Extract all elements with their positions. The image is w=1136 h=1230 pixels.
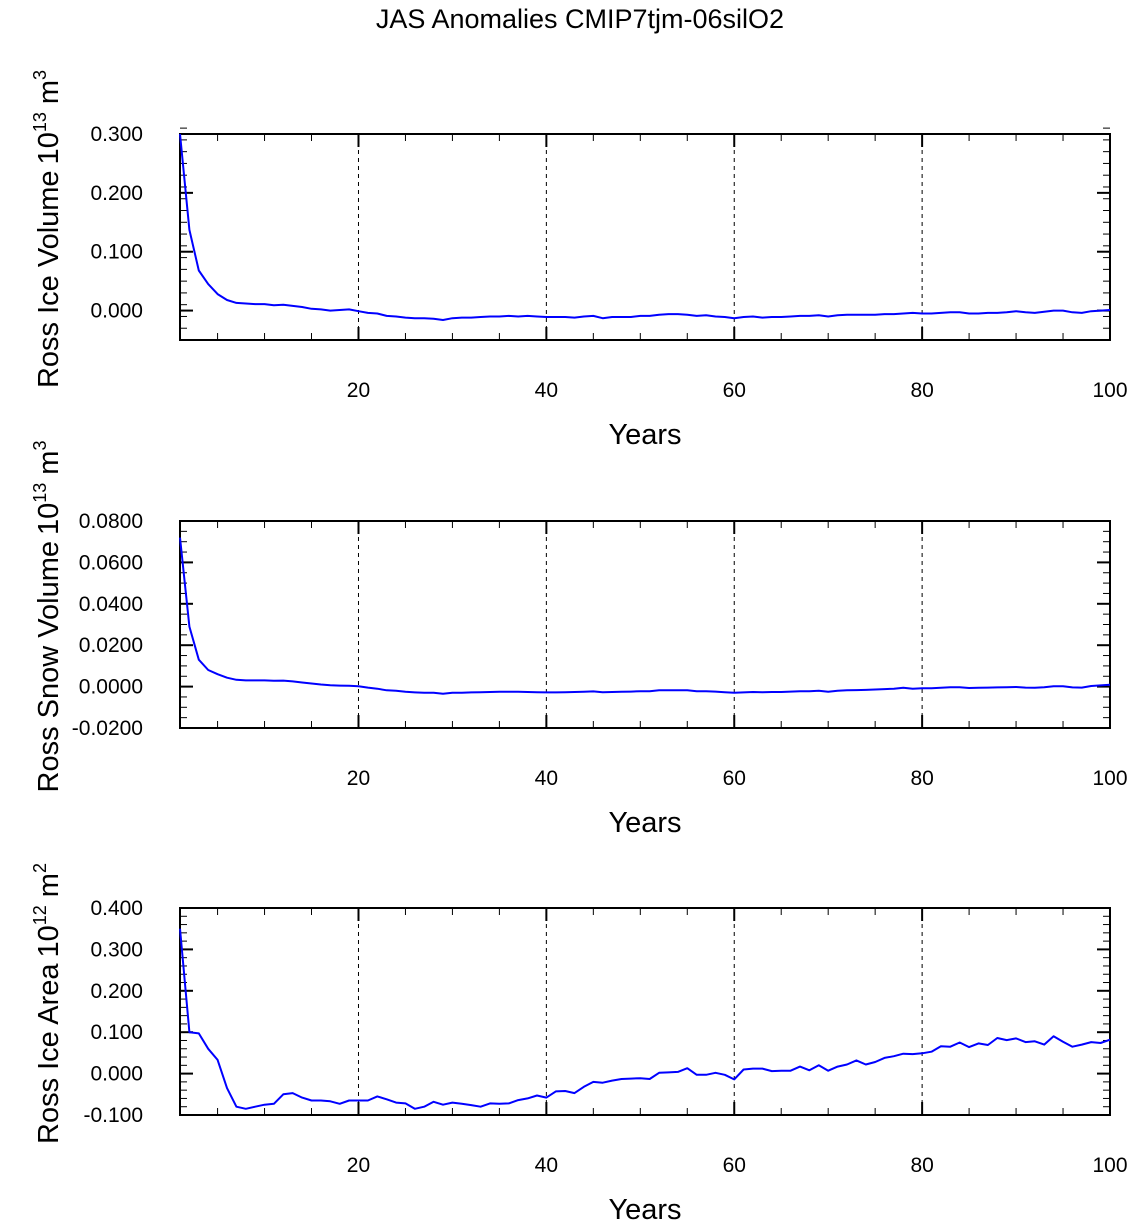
x-tick-label: 40 <box>535 379 558 402</box>
y-axis-label-yunit-unit: m <box>33 80 65 104</box>
x-axis-label: Years <box>608 807 681 839</box>
data-series-line <box>179 928 1111 1110</box>
plot-frame <box>179 133 1111 341</box>
y-axis-label-yunit-unit: m <box>33 873 65 897</box>
y-axis-label-yunit-exp: 13 <box>30 112 50 132</box>
x-tick-label: 80 <box>910 767 933 790</box>
y-tick-label: 0.200 <box>90 980 143 1003</box>
y-tick-label: -0.0200 <box>72 717 143 740</box>
x-tick-label: 20 <box>347 379 370 402</box>
y-axis-label: Ross Snow Volume 1013 m3 <box>30 441 65 793</box>
x-tick-label: 40 <box>535 767 558 790</box>
x-tick-label: 60 <box>723 767 746 790</box>
y-axis-label-yunit-unit-exp: 3 <box>30 441 50 451</box>
y-tick-label: 0.0000 <box>79 676 143 699</box>
y-axis-label: Ross Ice Volume 1013 m3 <box>30 70 65 388</box>
x-tick-label: 20 <box>347 1154 370 1177</box>
y-axis-label-yunit-base: 10 <box>33 925 65 957</box>
x-tick-label: 100 <box>1092 767 1127 790</box>
plot-frame <box>179 520 1111 729</box>
y-tick-label: 0.0400 <box>79 593 143 616</box>
y-tick-label: 0.400 <box>90 897 143 920</box>
y-tick-label: -0.100 <box>83 1104 143 1127</box>
y-axis-label-yunit-unit-exp: 3 <box>30 70 50 80</box>
y-tick-label: 0.100 <box>90 241 143 264</box>
x-tick-label: 60 <box>723 1154 746 1177</box>
y-axis-label-yunit-base: 10 <box>33 132 65 164</box>
y-axis-label-ylabel: Ross Ice Volume <box>33 170 65 388</box>
y-axis-label: Ross Ice Area 1012 m2 <box>30 863 65 1144</box>
y-tick-label: 0.000 <box>90 300 143 323</box>
x-tick-label: 40 <box>535 1154 558 1177</box>
x-tick-label: 80 <box>910 379 933 402</box>
panel-2: 20 40 60 80 100 -0.0200 0.0000 0.0200 0.0400 0.06… <box>30 441 1128 839</box>
y-axis-label-yunit-exp: 12 <box>30 905 50 925</box>
x-tick-label: 60 <box>723 379 746 402</box>
y-axis-label-yunit-base: 10 <box>33 503 65 535</box>
x-axis-label: Years <box>608 1194 681 1225</box>
y-tick-label: 0.0800 <box>79 510 143 533</box>
x-tick-label: 80 <box>910 1154 933 1177</box>
y-tick-label: 0.300 <box>90 938 143 961</box>
panel-1: 20 40 60 80 100 0.000 0.100 0.200 0.300 Years Ross… <box>30 70 1128 451</box>
y-tick-label: 0.0600 <box>79 551 143 574</box>
y-tick-label: 0.300 <box>90 123 143 146</box>
panel-3: 20 40 60 80 100 -0.100 0.000 0.100 0.200 0.300 0.4… <box>30 863 1128 1226</box>
data-series-line <box>179 537 1111 695</box>
x-tick-label: 100 <box>1092 1154 1127 1177</box>
y-axis-label-ylabel: Ross Ice Area <box>33 963 65 1144</box>
y-tick-label: 0.0200 <box>79 634 143 657</box>
y-axis-label-yunit-exp: 13 <box>30 483 50 503</box>
y-tick-label: 0.200 <box>90 182 143 205</box>
y-axis-label-yunit-unit: m <box>33 451 65 475</box>
plot-frame <box>179 907 1111 1116</box>
chart-title: JAS Anomalies CMIP7tjm-06silO2 <box>376 4 784 34</box>
y-tick-label: 0.100 <box>90 1021 143 1044</box>
x-axis-label: Years <box>608 419 681 451</box>
data-series-line <box>179 133 1111 321</box>
y-axis-label-yunit-unit-exp: 2 <box>30 863 50 873</box>
y-axis-label-ylabel: Ross Snow Volume <box>33 541 65 792</box>
x-tick-label: 100 <box>1092 379 1127 402</box>
x-tick-label: 20 <box>347 767 370 790</box>
y-tick-label: 0.000 <box>90 1063 143 1086</box>
